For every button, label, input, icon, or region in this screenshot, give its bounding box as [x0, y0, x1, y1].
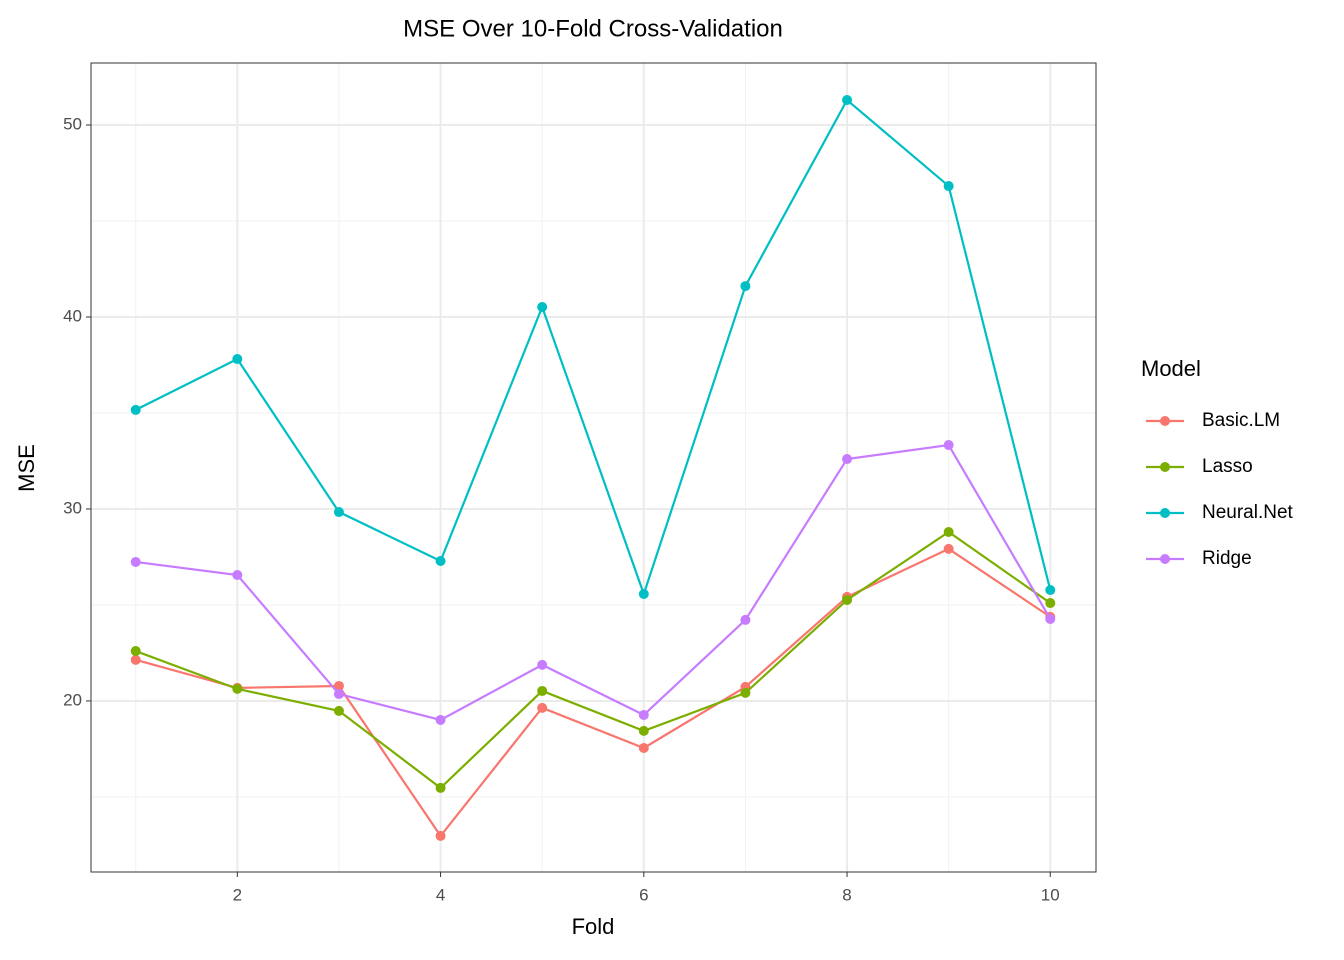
legend-label: Neural.Net — [1202, 502, 1294, 523]
point — [537, 302, 548, 313]
point — [232, 354, 243, 365]
point — [435, 782, 446, 793]
point — [943, 543, 954, 554]
legend-key-point — [1160, 554, 1170, 564]
y-tick-label: 20 — [63, 690, 82, 709]
point — [842, 95, 853, 106]
point — [435, 714, 446, 725]
point — [740, 614, 751, 625]
series-line — [135, 547, 1051, 838]
point — [130, 654, 141, 665]
series-line — [135, 530, 1051, 790]
legend-label: Ridge — [1202, 548, 1252, 569]
point — [638, 725, 649, 736]
series-line — [135, 443, 1052, 722]
point — [232, 570, 243, 581]
legend-key-point — [1160, 462, 1170, 472]
point — [435, 830, 446, 841]
y-tick-label: 40 — [63, 306, 82, 325]
point — [130, 556, 141, 567]
point — [638, 589, 649, 600]
point — [740, 281, 751, 292]
legend-title: Model — [1141, 356, 1201, 381]
y-tick-label: 50 — [63, 114, 82, 133]
point — [1045, 613, 1056, 624]
point — [537, 685, 548, 696]
x-tick-label: 6 — [639, 885, 648, 904]
point — [740, 687, 751, 698]
point — [435, 555, 446, 566]
point — [842, 454, 853, 465]
point — [638, 709, 649, 720]
point — [333, 680, 344, 691]
point — [130, 404, 141, 415]
point — [537, 702, 548, 713]
point — [232, 683, 243, 694]
plot-border — [90, 62, 1097, 873]
series-line — [135, 98, 1052, 598]
y-axis-label: MSE — [14, 444, 39, 492]
point — [333, 705, 344, 716]
point — [333, 507, 344, 518]
x-axis-label: Fold — [572, 914, 615, 939]
legend-key-point — [1160, 508, 1170, 518]
y-tick-label: 30 — [63, 498, 82, 517]
point — [943, 181, 954, 192]
point — [333, 689, 344, 700]
x-tick-label: 4 — [436, 885, 445, 904]
point — [943, 527, 954, 538]
legend-label: Basic.LM — [1202, 410, 1280, 431]
point — [638, 742, 649, 753]
point — [943, 440, 954, 451]
legend-key-point — [1160, 416, 1170, 426]
x-tick-label: 10 — [1041, 885, 1060, 904]
point — [537, 659, 548, 670]
x-tick-label: 2 — [233, 885, 242, 904]
x-tick-label: 8 — [842, 885, 851, 904]
point — [130, 646, 141, 657]
chart-title: MSE Over 10-Fold Cross-Validation — [403, 15, 783, 42]
point — [1045, 584, 1056, 595]
point — [1045, 598, 1056, 609]
point — [842, 594, 853, 605]
legend-label: Lasso — [1202, 456, 1253, 477]
